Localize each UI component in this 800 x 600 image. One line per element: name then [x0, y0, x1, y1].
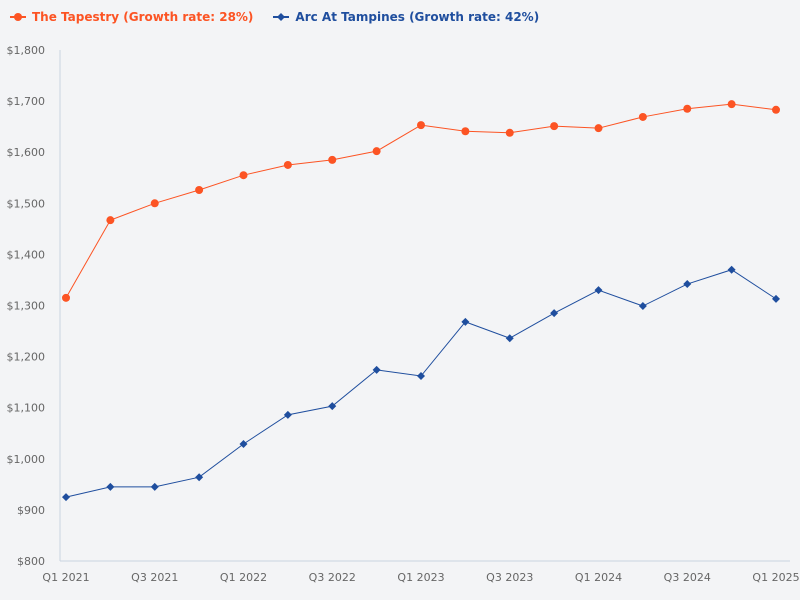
- y-tick-label: $1,500: [7, 197, 46, 210]
- data-point: [328, 155, 337, 164]
- x-tick-label: Q3 2022: [309, 571, 356, 584]
- data-point: [638, 112, 647, 121]
- x-tick-label: Q1 2022: [220, 571, 267, 584]
- series-line: [65, 103, 777, 299]
- data-point: [62, 293, 70, 302]
- data-point: [594, 286, 603, 295]
- legend-label: Arc At Tampines (Growth rate: 42%): [295, 10, 540, 24]
- y-tick-label: $1,000: [7, 453, 46, 466]
- data-point: [283, 160, 292, 169]
- data-point: [550, 309, 559, 318]
- data-point: [62, 493, 70, 502]
- data-point: [772, 105, 780, 114]
- data-point: [150, 482, 159, 491]
- data-point: [683, 104, 692, 113]
- data-point: [594, 124, 603, 133]
- data-point: [772, 294, 780, 303]
- data-point: [195, 473, 204, 482]
- data-point: [638, 302, 647, 311]
- legend-label: The Tapestry (Growth rate: 28%): [32, 10, 254, 24]
- data-point: [195, 186, 204, 195]
- legend-item-arc[interactable]: Arc At Tampines (Growth rate: 42%): [273, 10, 539, 24]
- x-tick-label: Q1 2023: [397, 571, 444, 584]
- x-tick-label: Q3 2023: [486, 571, 533, 584]
- data-point: [505, 128, 514, 137]
- y-tick-label: $800: [17, 555, 45, 568]
- series-line: [65, 269, 777, 498]
- data-point: [461, 317, 470, 326]
- data-point: [727, 265, 736, 274]
- data-point: [328, 402, 337, 411]
- data-point: [283, 410, 292, 419]
- data-point: [106, 482, 115, 491]
- legend-item-tapestry[interactable]: The Tapestry (Growth rate: 28%): [10, 10, 253, 24]
- data-point: [461, 127, 470, 136]
- data-point: [372, 147, 381, 156]
- data-point: [239, 439, 248, 448]
- y-tick-label: $1,100: [7, 402, 46, 415]
- y-tick-label: $1,600: [7, 146, 46, 159]
- y-tick-label: $1,800: [7, 44, 46, 57]
- y-tick-label: $900: [17, 504, 45, 517]
- data-point: [550, 122, 559, 131]
- data-point: [106, 216, 115, 225]
- legend: The Tapestry (Growth rate: 28%) Arc At T…: [10, 10, 539, 24]
- data-point: [417, 121, 425, 130]
- y-tick-label: $1,700: [7, 95, 46, 108]
- data-point: [239, 171, 248, 180]
- x-tick-label: Q1 2024: [575, 571, 622, 584]
- data-point: [372, 365, 381, 374]
- data-point: [150, 199, 159, 208]
- x-tick-label: Q1 2021: [42, 571, 89, 584]
- data-point: [727, 100, 736, 109]
- data-point: [505, 334, 514, 343]
- x-tick-label: Q3 2024: [664, 571, 711, 584]
- data-point: [683, 280, 692, 289]
- y-tick-label: $1,400: [7, 248, 46, 261]
- data-point: [417, 372, 425, 381]
- x-tick-label: Q3 2021: [131, 571, 178, 584]
- y-tick-label: $1,200: [7, 351, 46, 364]
- y-tick-label: $1,300: [7, 300, 46, 313]
- x-tick-label: Q1 2025: [752, 571, 799, 584]
